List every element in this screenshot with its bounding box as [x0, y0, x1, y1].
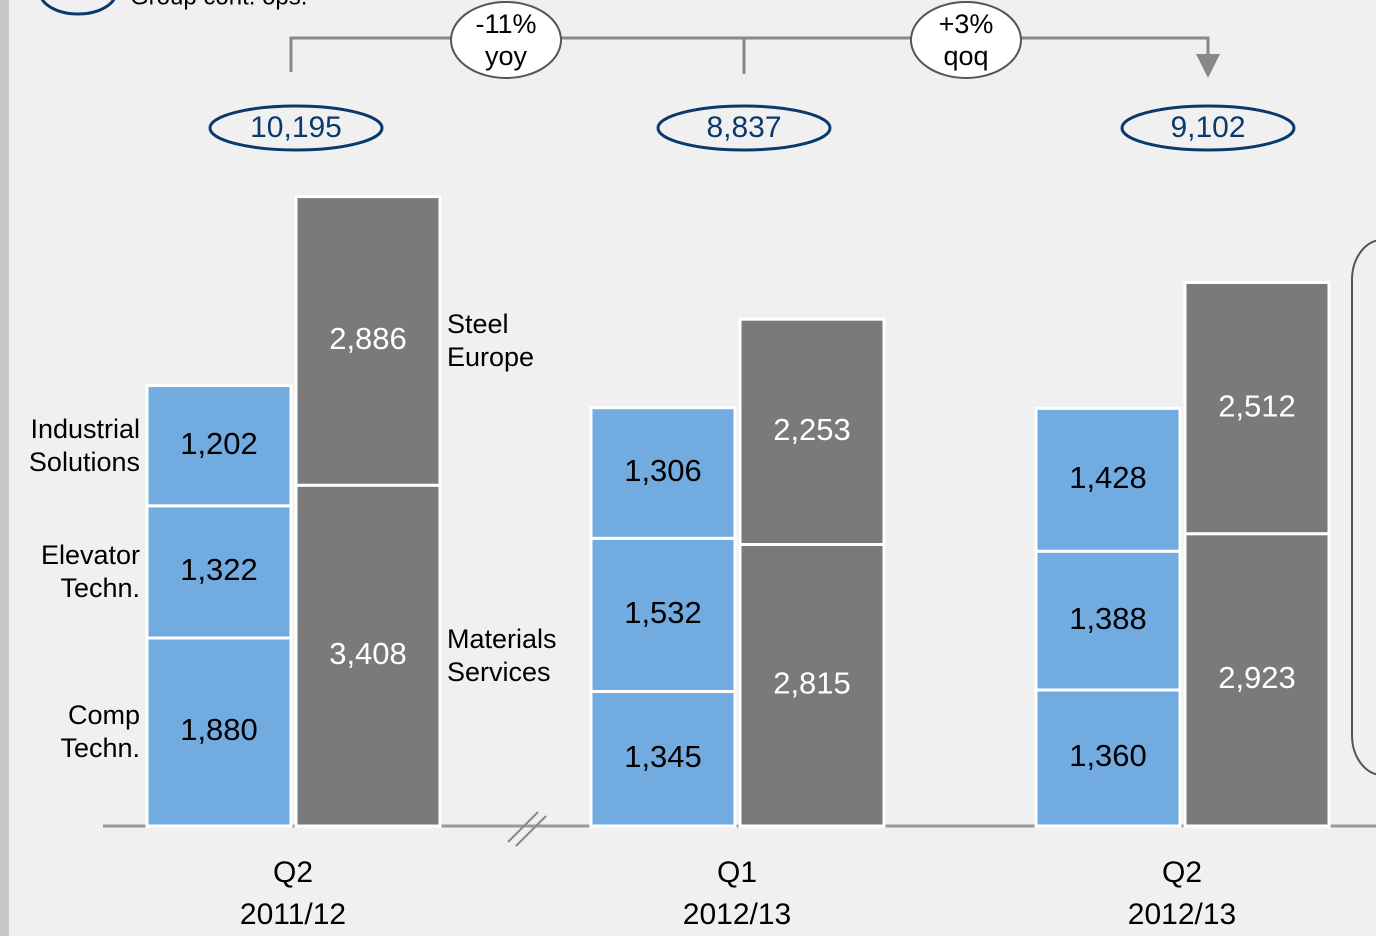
- value-label: 1,428: [1069, 460, 1147, 495]
- value-label: 1,388: [1069, 601, 1147, 636]
- value-label: 1,202: [180, 426, 258, 461]
- value-label: 2,512: [1218, 388, 1296, 423]
- annotation: -11% yoy: [475, 9, 537, 71]
- value-label: 1,532: [624, 595, 702, 630]
- x-tick-label: Q2 2011/12: [239, 856, 347, 931]
- bar-segment: [1183, 281, 1331, 536]
- series-label: Materials Services: [447, 623, 557, 687]
- series-label: Industrial Solutions: [28, 413, 140, 477]
- value-label: 1,345: [624, 739, 702, 774]
- total-badge: [1120, 104, 1296, 152]
- total-label: 10,195: [250, 111, 342, 144]
- value-label: 2,815: [773, 665, 851, 700]
- value-label: 1,306: [624, 453, 702, 488]
- bar-segment: [589, 406, 737, 540]
- value-label: 2,923: [1218, 660, 1296, 695]
- bar-segment: [294, 483, 442, 828]
- value-label: 1,322: [180, 552, 258, 587]
- total-label: 8,837: [706, 111, 781, 144]
- bar-segment: [589, 690, 737, 828]
- bar-segment: [145, 384, 293, 508]
- series-label: Elevator Techn.: [40, 539, 140, 603]
- value-label: 2,886: [329, 321, 407, 356]
- series-label: Comp Techn.: [60, 700, 141, 763]
- bar-segment: [145, 636, 293, 828]
- bar-segment: [1183, 532, 1331, 828]
- bar-segment: [738, 543, 886, 828]
- value-label: 2,253: [773, 412, 851, 447]
- note-badge: [40, 0, 116, 16]
- bracket: [289, 36, 1210, 72]
- annotation-bubble: [910, 1, 1022, 79]
- value-label: 1,360: [1069, 738, 1147, 773]
- x-tick-label: Q1 2012/13: [682, 856, 792, 931]
- left-strip: [0, 0, 9, 936]
- annotation-bubble: [450, 1, 562, 79]
- bar-segment: [589, 536, 737, 693]
- annotation: +3% qoq: [938, 9, 994, 71]
- bar-segment: [738, 317, 886, 547]
- series-label: Steel Europe: [447, 308, 535, 372]
- bar-segment: [294, 195, 442, 487]
- value-label: 3,408: [329, 636, 407, 671]
- value-label: 1,880: [180, 712, 258, 747]
- total-badge: [208, 104, 384, 152]
- note: Group cont. ops.: [130, 0, 307, 10]
- total-badge: [656, 104, 832, 152]
- arrow-head: [1196, 54, 1220, 78]
- bar-segment: [1034, 406, 1182, 553]
- side-box: [1351, 239, 1376, 776]
- total-label: 9,102: [1170, 111, 1245, 144]
- axis-break: [507, 811, 547, 847]
- x-tick-label: Q2 2012/13: [1127, 856, 1237, 931]
- bar-segment: [1034, 688, 1182, 828]
